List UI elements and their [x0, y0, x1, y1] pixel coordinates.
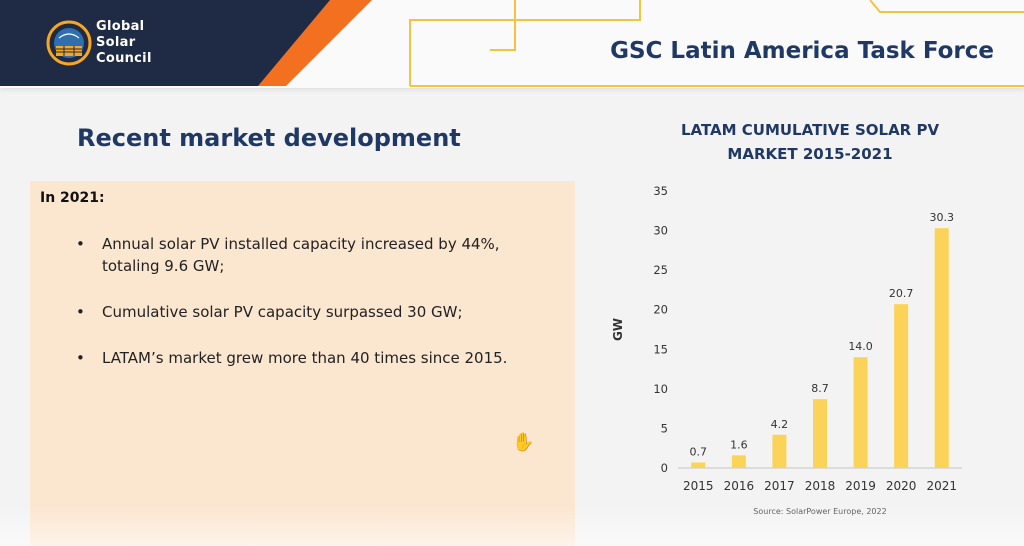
data-label: 8.7	[811, 382, 829, 395]
bullet-item: Cumulative solar PV capacity surpassed 3…	[76, 301, 546, 323]
bar-2021	[934, 228, 949, 468]
bar-2019	[853, 357, 868, 468]
bar-2017	[772, 434, 787, 468]
y-tick-label: 35	[653, 184, 668, 198]
bar-chart: 0 5 10 15 20 25 30 35 GW 0.7 2015 1.6 2016 4.2 2017 8.7…	[611, 184, 962, 516]
x-tick-label: 2019	[845, 479, 876, 493]
bullet-item: LATAM’s market grew more than 40 times s…	[76, 347, 546, 369]
logo-line-1: Global	[96, 19, 145, 34]
data-label: 14.0	[848, 340, 873, 353]
y-tick-label: 20	[653, 303, 668, 317]
data-label: 1.6	[730, 438, 748, 451]
bullet-item: Annual solar PV installed capacity incre…	[76, 233, 546, 277]
data-label: 0.7	[690, 445, 708, 458]
bullet-list: Annual solar PV installed capacity incre…	[76, 233, 546, 393]
x-tick-label: 2020	[886, 479, 917, 493]
y-tick-label: 10	[653, 382, 668, 396]
data-label: 30.3	[929, 211, 954, 224]
x-tick-label: 2016	[724, 479, 755, 493]
logo-text: Global Solar Council	[96, 19, 152, 67]
y-tick-label: 5	[661, 421, 668, 435]
chart-title-line-1: LATAM CUMULATIVE SOLAR PV	[680, 121, 940, 139]
chart-title: LATAM CUMULATIVE SOLAR PV MARKET 2015-20…	[600, 118, 1020, 166]
x-tick-label: 2021	[926, 479, 957, 493]
chart-source: Source: SolarPower Europe, 2022	[753, 507, 886, 516]
y-tick-label: 25	[653, 263, 668, 277]
logo-banner	[0, 0, 372, 86]
logo-line-2: Solar	[96, 35, 136, 50]
x-tick-label: 2018	[805, 479, 836, 493]
y-tick-label: 30	[653, 224, 668, 238]
x-tick-label: 2015	[683, 479, 714, 493]
logo-line-3: Council	[96, 51, 152, 66]
decorative-gold-lines	[409, 0, 1024, 87]
header-bar: Global Solar Council GSC Latin America T…	[0, 0, 1024, 88]
y-tick-label: 0	[661, 461, 668, 475]
bar-2016	[731, 455, 746, 468]
y-axis-label: GW	[611, 318, 625, 341]
page-title: GSC Latin America Task Force	[610, 38, 994, 64]
bar-2015	[691, 462, 706, 468]
content-panel: In 2021: Annual solar PV installed capac…	[30, 181, 575, 546]
chart-title-line-2: MARKET 2015-2021	[727, 145, 893, 163]
section-title: Recent market development	[77, 124, 461, 152]
bar-2020	[894, 304, 909, 468]
data-label: 4.2	[771, 418, 789, 431]
bar-2018	[813, 399, 827, 468]
panel-heading: In 2021:	[40, 190, 105, 206]
y-tick-label: 15	[653, 342, 668, 356]
x-tick-label: 2017	[764, 479, 795, 493]
data-label: 20.7	[889, 287, 914, 300]
hand-cursor-icon: ✋	[512, 432, 535, 453]
globe-logo-icon	[46, 20, 92, 66]
